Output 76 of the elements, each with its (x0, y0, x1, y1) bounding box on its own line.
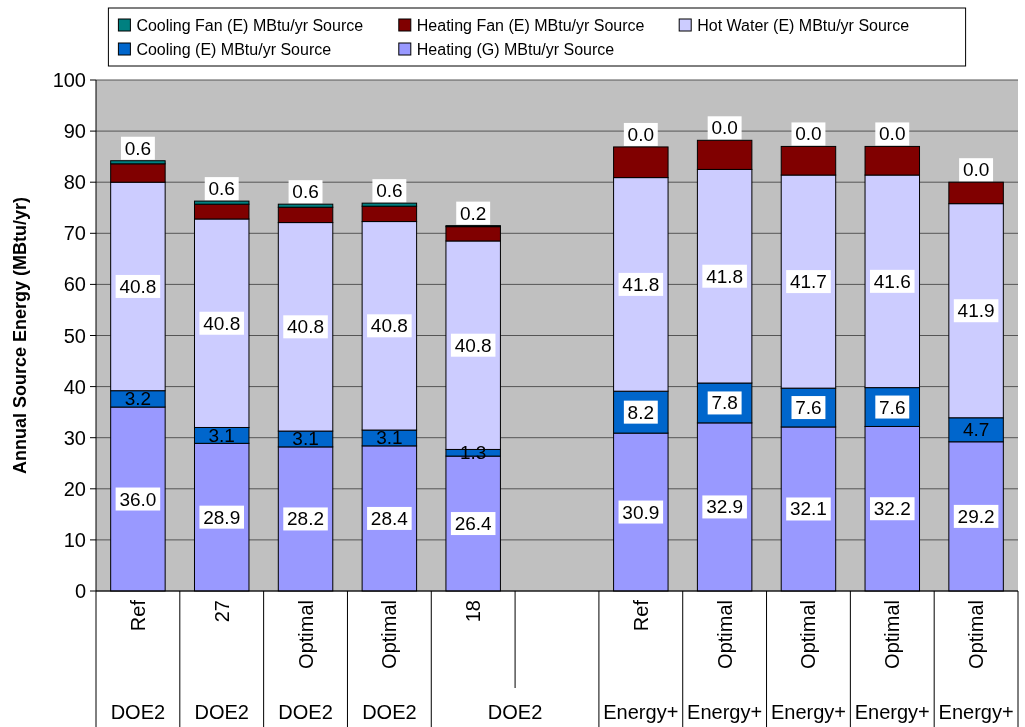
data-label: 0.0 (962, 159, 990, 181)
data-label: 40.8 (454, 334, 492, 356)
x-tick-label: 27 (210, 600, 233, 623)
data-label: 0.6 (292, 181, 319, 203)
data-label: 0.6 (208, 178, 235, 200)
data-label: 40.8 (370, 315, 408, 337)
data-label: 32.1 (789, 498, 827, 520)
text: Energy+ (854, 701, 930, 723)
data-label: 36.0 (119, 488, 157, 510)
data-label: 0.6 (124, 137, 152, 159)
data-label: 26.4 (454, 513, 493, 535)
text: Energy+ (770, 701, 846, 723)
y-tick-label: 10 (63, 528, 86, 551)
data-label: 3.1 (376, 427, 403, 449)
data-label: 41.8 (706, 265, 744, 287)
data-label: 40.8 (287, 316, 325, 338)
data-label: 29.2 (957, 505, 995, 527)
legend-label: Hot Water (E) MBtu/yr Source (697, 16, 910, 34)
data-label: 7.6 (795, 397, 822, 419)
data-label: 0.0 (627, 123, 655, 145)
data-label: 0.2 (459, 202, 487, 224)
data-label: 41.9 (957, 300, 995, 322)
y-tick-label: 30 (63, 426, 86, 449)
x-tick-label: Optimal (294, 600, 317, 669)
text: DOE2 (278, 701, 333, 723)
data-label: 41.7 (789, 271, 827, 293)
data-label: 40.8 (119, 275, 157, 297)
data-label: 3.2 (124, 388, 152, 410)
text: DOE2 (362, 701, 417, 723)
text: DOE2 (110, 701, 166, 723)
text: Energy+ (687, 701, 763, 723)
data-label: 7.8 (711, 392, 738, 414)
y-tick-label: 60 (63, 273, 86, 296)
x-tick-label: Optimal (965, 600, 988, 669)
data-label: 32.2 (873, 498, 911, 520)
data-label: 4.7 (962, 419, 990, 441)
y-tick-label: 100 (52, 69, 86, 91)
data-label: 28.9 (203, 506, 241, 528)
x-tick-label: Optimal (713, 600, 736, 669)
data-label: 41.6 (873, 270, 911, 292)
y-tick-label: 90 (63, 120, 86, 143)
text: DOE2 (487, 701, 543, 723)
data-label: 28.4 (370, 507, 409, 529)
text: Energy+ (603, 701, 679, 723)
text: Energy+ (938, 701, 1014, 723)
data-label: 0.0 (879, 123, 906, 145)
x-tick-label: Ref (126, 599, 149, 632)
y-tick-label: 70 (63, 222, 86, 245)
data-label: 0.6 (376, 180, 403, 202)
data-label: 0.0 (795, 123, 822, 145)
y-tick-label: 80 (63, 171, 86, 194)
data-label: 41.8 (622, 273, 660, 295)
y-axis-title: Annual Source Energy (MBtu/yr) (10, 196, 30, 475)
text: DOE2 (194, 701, 249, 723)
data-label: 40.8 (203, 312, 241, 334)
data-label: 28.2 (287, 508, 325, 530)
x-tick-label: Optimal (881, 600, 904, 669)
x-tick-label: 18 (462, 600, 485, 623)
y-tick-label: 50 (63, 324, 86, 347)
x-tick-label: Optimal (378, 600, 401, 669)
data-label: 32.9 (706, 496, 744, 518)
data-label: 30.9 (622, 501, 660, 523)
data-label: 7.6 (879, 396, 906, 418)
y-tick-label: 0 (74, 580, 86, 602)
y-tick-label: 20 (63, 477, 86, 500)
legend-label: Cooling Fan (E) MBtu/yr Source (136, 16, 364, 34)
legend-label: Heating (G) MBtu/yr Source (416, 40, 615, 58)
data-label: 3.1 (208, 424, 235, 446)
data-label: 3.1 (292, 428, 319, 450)
x-tick-label: Ref (629, 599, 652, 632)
legend-label: Heating Fan (E) MBtu/yr Source (416, 16, 645, 34)
data-label: 0.0 (711, 117, 738, 139)
x-tick-label: Optimal (797, 600, 820, 669)
y-tick-label: 40 (63, 375, 86, 398)
legend-label: Cooling (E) MBtu/yr Source (136, 40, 332, 58)
data-label: 8.2 (627, 401, 655, 423)
